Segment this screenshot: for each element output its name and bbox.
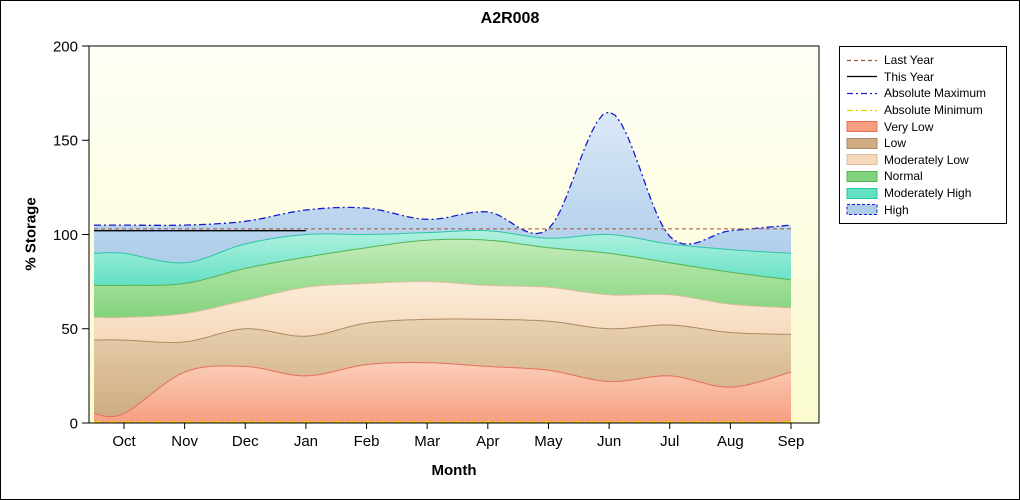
y-tick-label: 100 [53, 227, 78, 244]
legend-swatch-moderately-low [846, 154, 878, 166]
legend-entry-moderately-high: Moderately High [846, 185, 1000, 202]
y-tick-label: 0 [70, 415, 78, 432]
band-moderately-low [94, 281, 791, 343]
y-tick-label: 200 [53, 38, 78, 55]
legend-swatch-this-year [847, 76, 877, 78]
legend-swatch-very-low [846, 121, 878, 133]
legend-label: Very Low [884, 119, 934, 134]
legend-label: Moderately High [884, 186, 972, 201]
legend-swatch-absolute-minimum [847, 109, 877, 111]
band-high [94, 112, 791, 263]
band-edge-high [94, 111, 792, 245]
legend-entry-high: High [846, 201, 1000, 218]
chart-legend: Last Year This Year Absolute Maximum Absolu… [839, 46, 1007, 224]
legend-label: High [884, 202, 909, 217]
x-tick-label: Oct [112, 433, 136, 450]
legend-label: Normal [884, 169, 923, 184]
legend-swatch-low [846, 137, 878, 149]
x-tick-label: Mar [414, 433, 440, 450]
y-tick-label: 150 [53, 133, 78, 150]
legend-label: Moderately Low [884, 152, 969, 167]
band-edge-normal [94, 238, 792, 286]
x-tick-label: Nov [171, 433, 198, 450]
chart-title: A2R008 [480, 10, 540, 27]
legend-entry-very-low: Very Low [846, 118, 1000, 135]
legend-swatch-high [846, 204, 878, 216]
legend-entry-moderately-low: Moderately Low [846, 152, 1000, 169]
legend-label: Absolute Minimum [884, 103, 983, 118]
x-tick-label: Dec [232, 433, 259, 450]
band-very-low [94, 362, 791, 423]
band-low [94, 319, 791, 417]
x-tick-label: Feb [354, 433, 380, 450]
legend-swatch-normal [846, 170, 878, 182]
band-edge-very-low [93, 362, 792, 418]
band-moderately-high [94, 230, 791, 286]
legend-label: Low [884, 136, 907, 151]
legend-entry-this-year: This Year [846, 69, 1000, 86]
legend-entry-absolute-maximum: Absolute Maximum [846, 85, 1000, 102]
legend-entry-absolute-minimum: Absolute Minimum [846, 102, 1000, 119]
x-tick-label: Aug [717, 433, 744, 450]
x-tick-label: Sep [778, 433, 805, 450]
x-axis-title: Month [431, 462, 477, 479]
legend-label: Last Year [884, 53, 935, 68]
band-edge-moderately-high [94, 230, 792, 264]
x-tick-label: Jul [660, 433, 679, 450]
band-edge-low [94, 318, 792, 344]
legend-entry-last-year: Last Year [846, 52, 1000, 69]
x-tick-label: Jun [597, 433, 621, 450]
band-normal [94, 239, 791, 318]
legend-swatch-moderately-high [846, 187, 878, 199]
y-tick-label: 50 [61, 321, 78, 338]
legend-swatch-last-year [847, 59, 877, 61]
x-tick-label: May [534, 433, 563, 450]
legend-label: This Year [884, 69, 935, 84]
legend-entry-low: Low [846, 135, 1000, 152]
legend-entry-normal: Normal [846, 168, 1000, 185]
band-edge-moderately-low [93, 281, 792, 319]
legend-swatch-absolute-maximum [847, 92, 877, 95]
x-tick-label: Apr [476, 433, 499, 450]
legend-label: Absolute Maximum [884, 86, 987, 101]
x-tick-label: Jan [294, 433, 318, 450]
